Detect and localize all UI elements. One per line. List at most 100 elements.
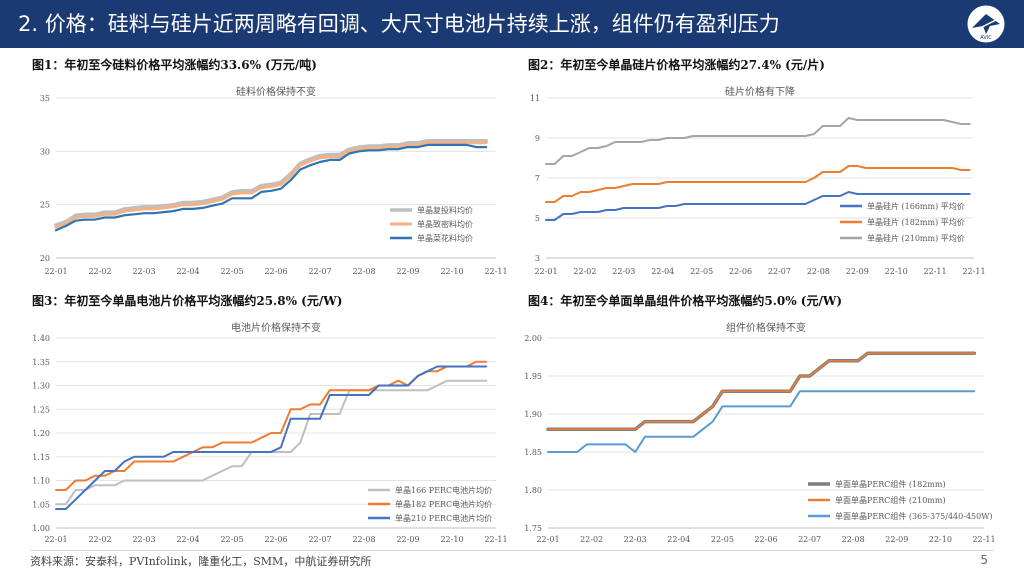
x-tick-label: 22-07 (768, 267, 791, 276)
x-tick-label: 22-08 (352, 535, 375, 544)
y-tick-label: 1.15 (32, 453, 50, 462)
series-line-2 (54, 141, 488, 229)
series-line-1 (545, 191, 971, 221)
x-tick-label: 22-09 (396, 535, 419, 544)
x-tick-label: 22-09 (396, 267, 419, 276)
x-tick-label: 22-09 (846, 267, 869, 276)
y-tick-label: 35 (40, 94, 50, 103)
series-line-3 (547, 390, 976, 453)
chart-cell-price: 电池片价格保持不变 1.00 1.05 1.10 1.15 1.20 1.25 1.30 1.3… (32, 321, 507, 544)
legend-label: 单面单晶PERC组件 (182mm) (835, 479, 946, 489)
legend-label: 单晶210 PERC电池片均价 (395, 513, 492, 523)
x-tick-label: 22-02 (580, 535, 603, 544)
series-line-3 (545, 117, 971, 165)
y-tick-label: 1.30 (32, 382, 50, 391)
avic-logo-icon: AVIC (967, 5, 1005, 43)
figure-2-caption: 图2：年初至今单晶硅片价格平均涨幅约27.4% (元/片) (528, 58, 825, 72)
series-line-1 (54, 138, 488, 227)
x-tick-label: 22-01 (44, 535, 67, 544)
y-tick-label: 11 (530, 94, 540, 103)
x-tick-label: 22-07 (798, 535, 821, 544)
y-tick-label: 1.10 (32, 477, 50, 486)
page-header: 2. 价格：硅料与硅片近两周略有回调、大尺寸电池片持续上涨，组件仍有盈利压力 A… (0, 0, 1024, 48)
legend-label: 单面单晶PERC组件 (210mm) (835, 495, 946, 505)
x-tick-label: 22-05 (220, 535, 243, 544)
x-tick-label: 22-11 (484, 267, 507, 276)
y-tick-label: 1.40 (32, 334, 50, 343)
y-tick-label: 1.95 (524, 372, 542, 381)
x-tick-label: 22-06 (264, 267, 287, 276)
x-tick-label: 22-02 (88, 535, 111, 544)
legend-label: 单晶菜花料均价 (417, 233, 473, 243)
y-tick-label: 1.25 (32, 405, 50, 414)
y-tick-label: 2.00 (524, 334, 542, 343)
y-tick-label: 20 (40, 254, 50, 263)
x-tick-label: 22-07 (308, 267, 331, 276)
x-tick-label: 22-11 (484, 535, 507, 544)
legend-label: 单面单晶PERC组件 (365-375/440-450W) (835, 511, 993, 521)
x-tick-label: 22-10 (440, 267, 463, 276)
figure-4-caption: 图4：年初至今单面单晶组件价格平均涨幅约5.0% (元/W) (528, 294, 843, 308)
figure-3-caption: 图3：年初至今单晶电池片价格平均涨幅约25.8% (元/W) (32, 294, 343, 308)
series-line-2 (55, 360, 488, 491)
y-tick-label: 1.35 (32, 358, 50, 367)
x-tick-label: 22-10 (929, 535, 952, 544)
y-tick-label: 1.00 (32, 524, 50, 533)
chart-module-price: 组件价格保持不变 1.75 1.80 1.85 1.90 1.95 2.00 22-01 22-… (524, 321, 995, 544)
x-tick-label: 22-04 (176, 535, 199, 544)
x-tick-label: 22-03 (624, 535, 647, 544)
y-tick-label: 1.90 (524, 410, 542, 419)
x-tick-label: 22-05 (220, 267, 243, 276)
y-tick-label: 30 (40, 147, 50, 156)
y-tick-label: 5 (535, 214, 540, 223)
legend-label: 单晶硅片 (210mm) 平均价 (867, 233, 965, 243)
y-tick-label: 1.75 (524, 524, 542, 533)
y-tick-label: 3 (535, 254, 540, 263)
x-tick-label: 22-08 (352, 267, 375, 276)
x-tick-label: 22-01 (44, 267, 67, 276)
x-tick-label: 22-04 (651, 267, 674, 276)
logo-text: AVIC (980, 35, 992, 41)
x-tick-label: 22-02 (88, 267, 111, 276)
x-tick-label: 22-06 (754, 535, 777, 544)
series-line-2 (545, 165, 971, 203)
figure-1-caption: 图1：年初至今硅料价格平均涨幅约33.6% (万元/吨) (32, 58, 317, 72)
footer-divider (30, 550, 994, 551)
y-tick-label: 1.20 (32, 429, 50, 438)
page-number: 5 (980, 553, 988, 567)
legend-label: 单晶166 PERC电池片均价 (395, 485, 492, 495)
x-tick-label: 22-05 (690, 267, 713, 276)
chart-title: 组件价格保持不变 (726, 321, 806, 334)
x-tick-label: 22-05 (711, 535, 734, 544)
x-tick-label: 22-07 (308, 535, 331, 544)
x-tick-label: 22-04 (667, 535, 690, 544)
x-tick-label: 22-06 (729, 267, 752, 276)
x-tick-label: 22-08 (842, 535, 865, 544)
x-tick-label: 22-06 (264, 535, 287, 544)
series-line-2 (547, 352, 976, 430)
x-tick-label: 22-09 (885, 535, 908, 544)
y-tick-label: 25 (40, 201, 50, 210)
x-tick-label: 22-03 (132, 267, 155, 276)
legend-label: 单晶硅片 (182mm) 平均价 (867, 217, 965, 227)
chart-wafer-price: 硅片价格有下降 3 5 7 9 11 22-01 22-02 22-03 22-04 22-05 22… (530, 85, 986, 276)
legend-label: 单晶复投料均价 (417, 205, 473, 215)
series-line-3 (54, 143, 488, 232)
y-tick-label: 1.05 (32, 500, 50, 509)
chart-title: 硅片价格有下降 (725, 85, 795, 98)
legend-label: 单晶硅片 (166mm) 平均价 (867, 201, 965, 211)
x-tick-label: 22-01 (534, 267, 557, 276)
x-tick-label: 22-02 (573, 267, 596, 276)
y-tick-label: 9 (535, 134, 540, 143)
x-tick-label: 22-03 (132, 535, 155, 544)
chart-title: 硅料价格保持不变 (236, 85, 316, 98)
legend-label: 单晶182 PERC电池片均价 (395, 499, 492, 509)
x-tick-label: 22-11 (972, 535, 995, 544)
x-tick-label: 22-01 (536, 535, 559, 544)
x-tick-label: 22-10 (885, 267, 908, 276)
chart-silicon-material-price: 硅料价格保持不变 20 25 30 35 22-01 22-02 22-03 22-04 22-0… (40, 85, 508, 276)
page-title: 2. 价格：硅料与硅片近两周略有回调、大尺寸电池片持续上涨，组件仍有盈利压力 (18, 12, 780, 36)
x-tick-label: 22-11 (962, 267, 985, 276)
legend-label: 单晶致密料均价 (417, 219, 473, 229)
x-tick-label: 22-11 (924, 267, 947, 276)
